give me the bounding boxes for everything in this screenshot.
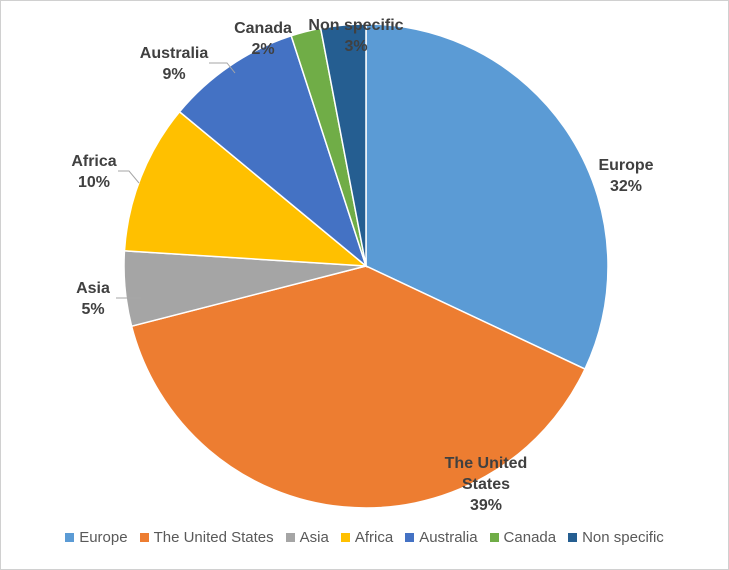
- pie-slice: [178, 34, 368, 269]
- label-category: Australia: [139, 45, 209, 62]
- label-value: 5%: [81, 301, 105, 318]
- leader-line: [118, 170, 140, 184]
- label-category: Non specific: [308, 17, 404, 34]
- data-label: Canada 2%: [223, 18, 303, 60]
- leader-line: [209, 62, 236, 74]
- label-value: 32%: [609, 178, 643, 195]
- legend-text: Europe: [79, 529, 128, 546]
- pie-slice: [130, 265, 586, 509]
- legend-item: Australia: [405, 529, 478, 546]
- label-value: 2%: [251, 41, 275, 58]
- legend-text: Non specific: [582, 529, 664, 546]
- legend-item: The United States: [139, 529, 274, 546]
- legend: Europe The United States Asia Africa Austral…: [1, 529, 728, 546]
- legend-swatch: [568, 533, 578, 542]
- data-label: Non specific 3%: [301, 15, 411, 57]
- label-category: Europe: [598, 157, 654, 174]
- legend-text: Africa: [354, 529, 394, 546]
- pie-slice: [123, 110, 369, 267]
- legend-item: Non specific: [568, 529, 664, 546]
- legend-text: Canada: [503, 529, 557, 546]
- label-category: The United States: [444, 455, 528, 493]
- legend-item: Canada: [489, 529, 557, 546]
- data-label: Australia 9%: [129, 43, 219, 85]
- legend-text: Australia: [419, 529, 478, 546]
- legend-swatch: [285, 533, 295, 542]
- label-value: 39%: [469, 497, 503, 514]
- data-label: Asia 5%: [63, 278, 123, 320]
- data-label: Europe 32%: [581, 155, 671, 197]
- data-label: The United States 39%: [421, 453, 551, 516]
- label-category: Asia: [76, 280, 110, 297]
- pie-slice: [319, 23, 367, 267]
- label-category: Canada: [234, 20, 292, 37]
- legend-text: The United States: [153, 529, 274, 546]
- legend-item: Africa: [340, 529, 394, 546]
- data-label: Africa 10%: [59, 151, 129, 193]
- label-category: Africa: [71, 153, 117, 170]
- legend-swatch: [340, 533, 350, 542]
- legend-swatch: [405, 533, 415, 542]
- legend-swatch: [489, 533, 499, 542]
- label-value: 9%: [162, 66, 186, 83]
- label-value: 3%: [344, 38, 368, 55]
- legend-swatch: [139, 533, 149, 542]
- label-value: 10%: [77, 174, 111, 191]
- pie-slice: [365, 23, 609, 371]
- legend-item: Asia: [285, 529, 329, 546]
- legend-item: Europe: [65, 529, 128, 546]
- legend-text: Asia: [299, 529, 329, 546]
- legend-swatch: [65, 533, 75, 542]
